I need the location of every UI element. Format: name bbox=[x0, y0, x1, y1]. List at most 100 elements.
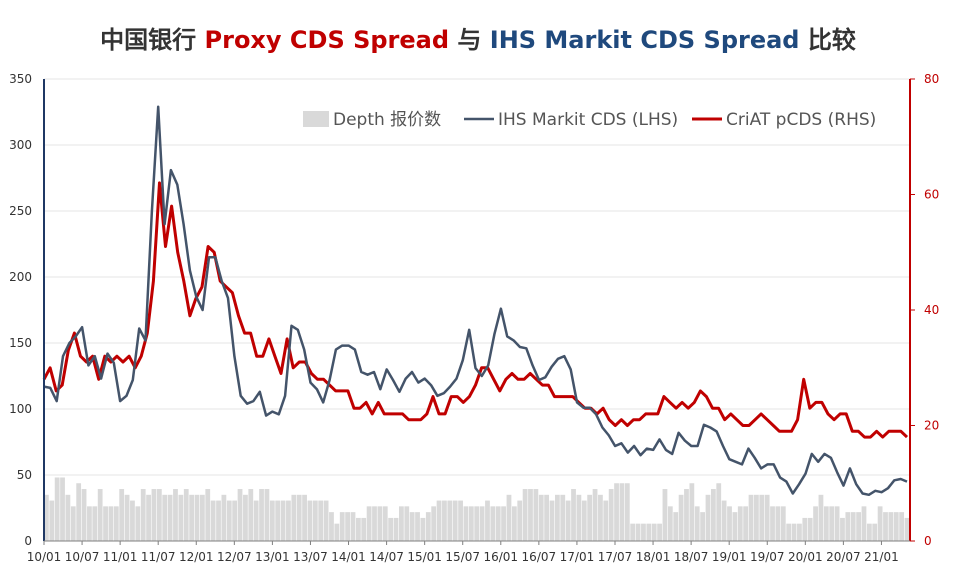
depth-bar bbox=[103, 506, 108, 541]
depth-bar bbox=[216, 500, 221, 541]
depth-bar bbox=[409, 512, 415, 541]
depth-bar bbox=[533, 489, 539, 541]
depth-bar bbox=[689, 483, 695, 541]
chart-title-proxy: Proxy CDS Spread bbox=[205, 26, 450, 54]
depth-bar bbox=[603, 500, 609, 541]
y-left-tick-label: 300 bbox=[9, 138, 32, 152]
depth-bar bbox=[775, 506, 781, 541]
depth-bar bbox=[393, 517, 399, 541]
depth-bar bbox=[581, 500, 587, 541]
depth-bar bbox=[355, 517, 361, 541]
depth-bar bbox=[592, 489, 598, 541]
x-tick-label: 17/01 bbox=[560, 550, 595, 564]
depth-bar bbox=[797, 523, 802, 541]
y-left-tick-label: 200 bbox=[9, 270, 32, 284]
depth-bar bbox=[888, 512, 894, 541]
depth-bar bbox=[619, 483, 625, 541]
depth-bar bbox=[786, 523, 792, 541]
x-tick-label: 19/01 bbox=[712, 550, 747, 564]
depth-bar bbox=[850, 512, 856, 541]
x-tick-label: 12/01 bbox=[179, 550, 214, 564]
depth-bar bbox=[350, 512, 356, 541]
x-tick-label: 15/01 bbox=[407, 550, 442, 564]
depth-bar bbox=[834, 506, 840, 541]
pcds-line bbox=[42, 181, 909, 439]
x-tick-label: 21/01 bbox=[864, 550, 899, 564]
x-tick-label: 17/07 bbox=[598, 550, 633, 564]
depth-bar bbox=[108, 506, 114, 541]
depth-bar bbox=[420, 517, 426, 541]
depth-bar bbox=[565, 500, 571, 541]
y-left-tick-label: 100 bbox=[9, 402, 32, 416]
chart-title-suffix: 比较 bbox=[799, 26, 855, 54]
depth-bar bbox=[329, 512, 334, 541]
depth-bar bbox=[684, 489, 689, 541]
depth-bar bbox=[823, 506, 829, 541]
depth-bar bbox=[576, 494, 582, 541]
depth-bar bbox=[183, 489, 189, 541]
depth-bar bbox=[135, 506, 141, 541]
legend-ihs-label: IHS Markit CDS (LHS) bbox=[498, 110, 678, 130]
depth-bar bbox=[49, 500, 55, 541]
depth-bar bbox=[528, 489, 533, 541]
depth-bar bbox=[178, 494, 184, 541]
depth-bar bbox=[189, 494, 195, 541]
depth-bar bbox=[382, 506, 388, 541]
y-right-tick-label: 40 bbox=[924, 303, 939, 317]
depth-bar bbox=[425, 512, 431, 541]
depth-bar bbox=[146, 494, 151, 541]
depth-bar bbox=[506, 494, 512, 541]
y-left-tick-label: 50 bbox=[17, 468, 32, 482]
y-left-tick-label: 0 bbox=[24, 534, 32, 548]
depth-bar bbox=[732, 512, 738, 541]
depth-bar bbox=[366, 506, 372, 541]
depth-bar bbox=[436, 500, 442, 541]
depth-bar bbox=[399, 506, 404, 541]
depth-bar bbox=[678, 494, 684, 541]
x-tick-label: 20/01 bbox=[788, 550, 823, 564]
depth-bar bbox=[97, 489, 103, 541]
legend-depth-label: Depth 报价数 bbox=[333, 110, 441, 130]
depth-bar bbox=[92, 506, 98, 541]
depth-bar bbox=[807, 517, 813, 541]
depth-bar bbox=[856, 512, 861, 541]
depth-bar bbox=[221, 494, 227, 541]
depth-bar bbox=[280, 500, 286, 541]
depth-bar bbox=[829, 506, 835, 541]
depth-bar bbox=[296, 494, 302, 541]
depth-bar bbox=[302, 494, 307, 541]
x-tick-label: 18/07 bbox=[674, 550, 709, 564]
depth-bar bbox=[667, 506, 673, 541]
depth-bar bbox=[479, 506, 485, 541]
depth-bar bbox=[737, 506, 743, 541]
depth-bar bbox=[248, 489, 254, 541]
y-left-tick-label: 150 bbox=[9, 336, 32, 350]
depth-bar bbox=[780, 506, 786, 541]
depth-bar bbox=[431, 506, 437, 541]
chart-title-ihs: IHS Markit CDS Spread bbox=[490, 26, 800, 54]
depth-bar bbox=[70, 506, 76, 541]
x-tick-label: 18/01 bbox=[636, 550, 671, 564]
depth-bar bbox=[554, 494, 560, 541]
depth-bar bbox=[275, 500, 281, 541]
depth-bar bbox=[372, 506, 377, 541]
depth-bar bbox=[662, 489, 668, 541]
x-tick-label: 12/07 bbox=[217, 550, 252, 564]
depth-bar bbox=[651, 523, 657, 541]
depth-bar bbox=[442, 500, 447, 541]
depth-bar bbox=[463, 506, 469, 541]
depth-bar bbox=[205, 489, 211, 541]
x-tick-label: 13/01 bbox=[255, 550, 290, 564]
depth-bar bbox=[474, 506, 480, 541]
depth-bar bbox=[587, 494, 593, 541]
depth-bar bbox=[872, 523, 878, 541]
x-tick-label: 11/01 bbox=[103, 550, 138, 564]
depth-bar bbox=[673, 512, 679, 541]
y-left-tick-label: 350 bbox=[9, 72, 32, 86]
depth-bar bbox=[813, 506, 818, 541]
depth-bar bbox=[501, 506, 506, 541]
x-tick-label: 13/07 bbox=[293, 550, 328, 564]
depth-bar bbox=[861, 506, 867, 541]
depth-bar bbox=[173, 489, 178, 541]
